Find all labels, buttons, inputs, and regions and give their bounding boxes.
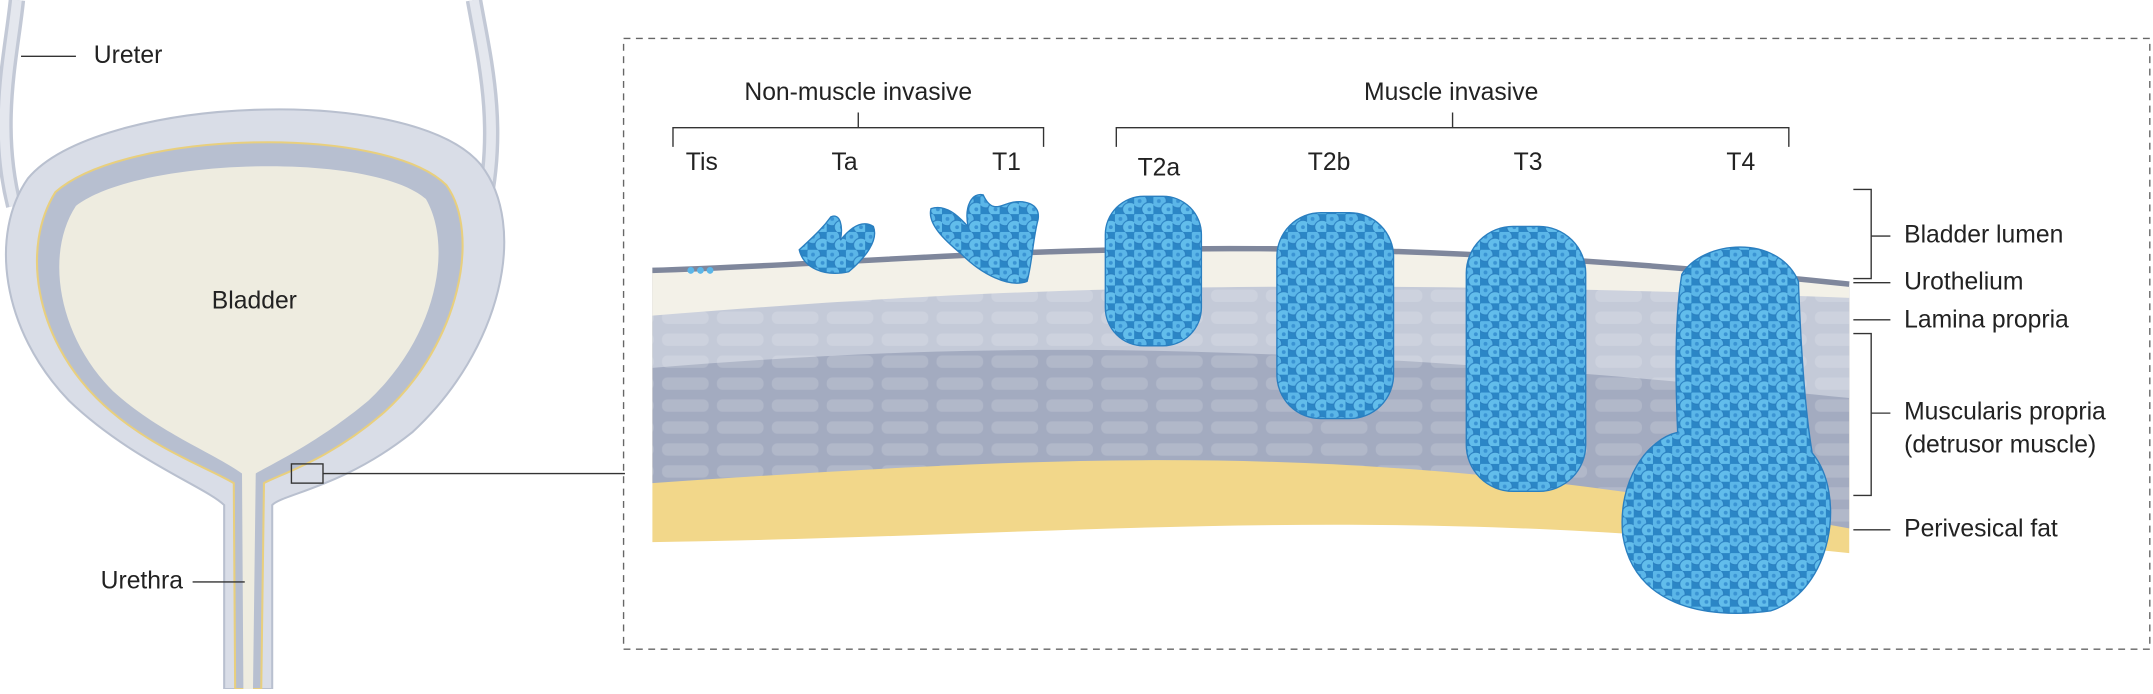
- stage-label: T1: [992, 149, 1021, 176]
- brackets: [672, 112, 1891, 531]
- stage-label: T2b: [1308, 149, 1351, 176]
- stage-label: Tis: [686, 149, 718, 176]
- label: Urethra: [101, 567, 184, 594]
- layer-label: Muscularis propria: [1904, 399, 2106, 426]
- label: Bladder: [212, 287, 297, 314]
- layer-label: Perivesical fat: [1904, 515, 2058, 542]
- layer-label: (detrusor muscle): [1904, 432, 2096, 459]
- layer-label: Urothelium: [1904, 268, 2023, 295]
- stage-label: T4: [1726, 149, 1755, 176]
- stage-label: T3: [1514, 149, 1543, 176]
- detail-box: [622, 37, 2151, 650]
- labels: Non-muscle invasive Muscle invasive Blad…: [686, 79, 2106, 542]
- group-label: Non-muscle invasive: [744, 79, 972, 106]
- layer-label: Lamina propria: [1904, 307, 2069, 334]
- group-label: Muscle invasive: [1364, 79, 1538, 106]
- layer-label: Bladder lumen: [1904, 222, 2063, 249]
- label: Ureter: [94, 42, 163, 69]
- bladder-anatomy: Ureter Bladder Urethra: [0, 0, 625, 691]
- stage-label: Ta: [832, 149, 858, 176]
- tumours: [687, 193, 1832, 614]
- stage-label: T2a: [1138, 154, 1181, 181]
